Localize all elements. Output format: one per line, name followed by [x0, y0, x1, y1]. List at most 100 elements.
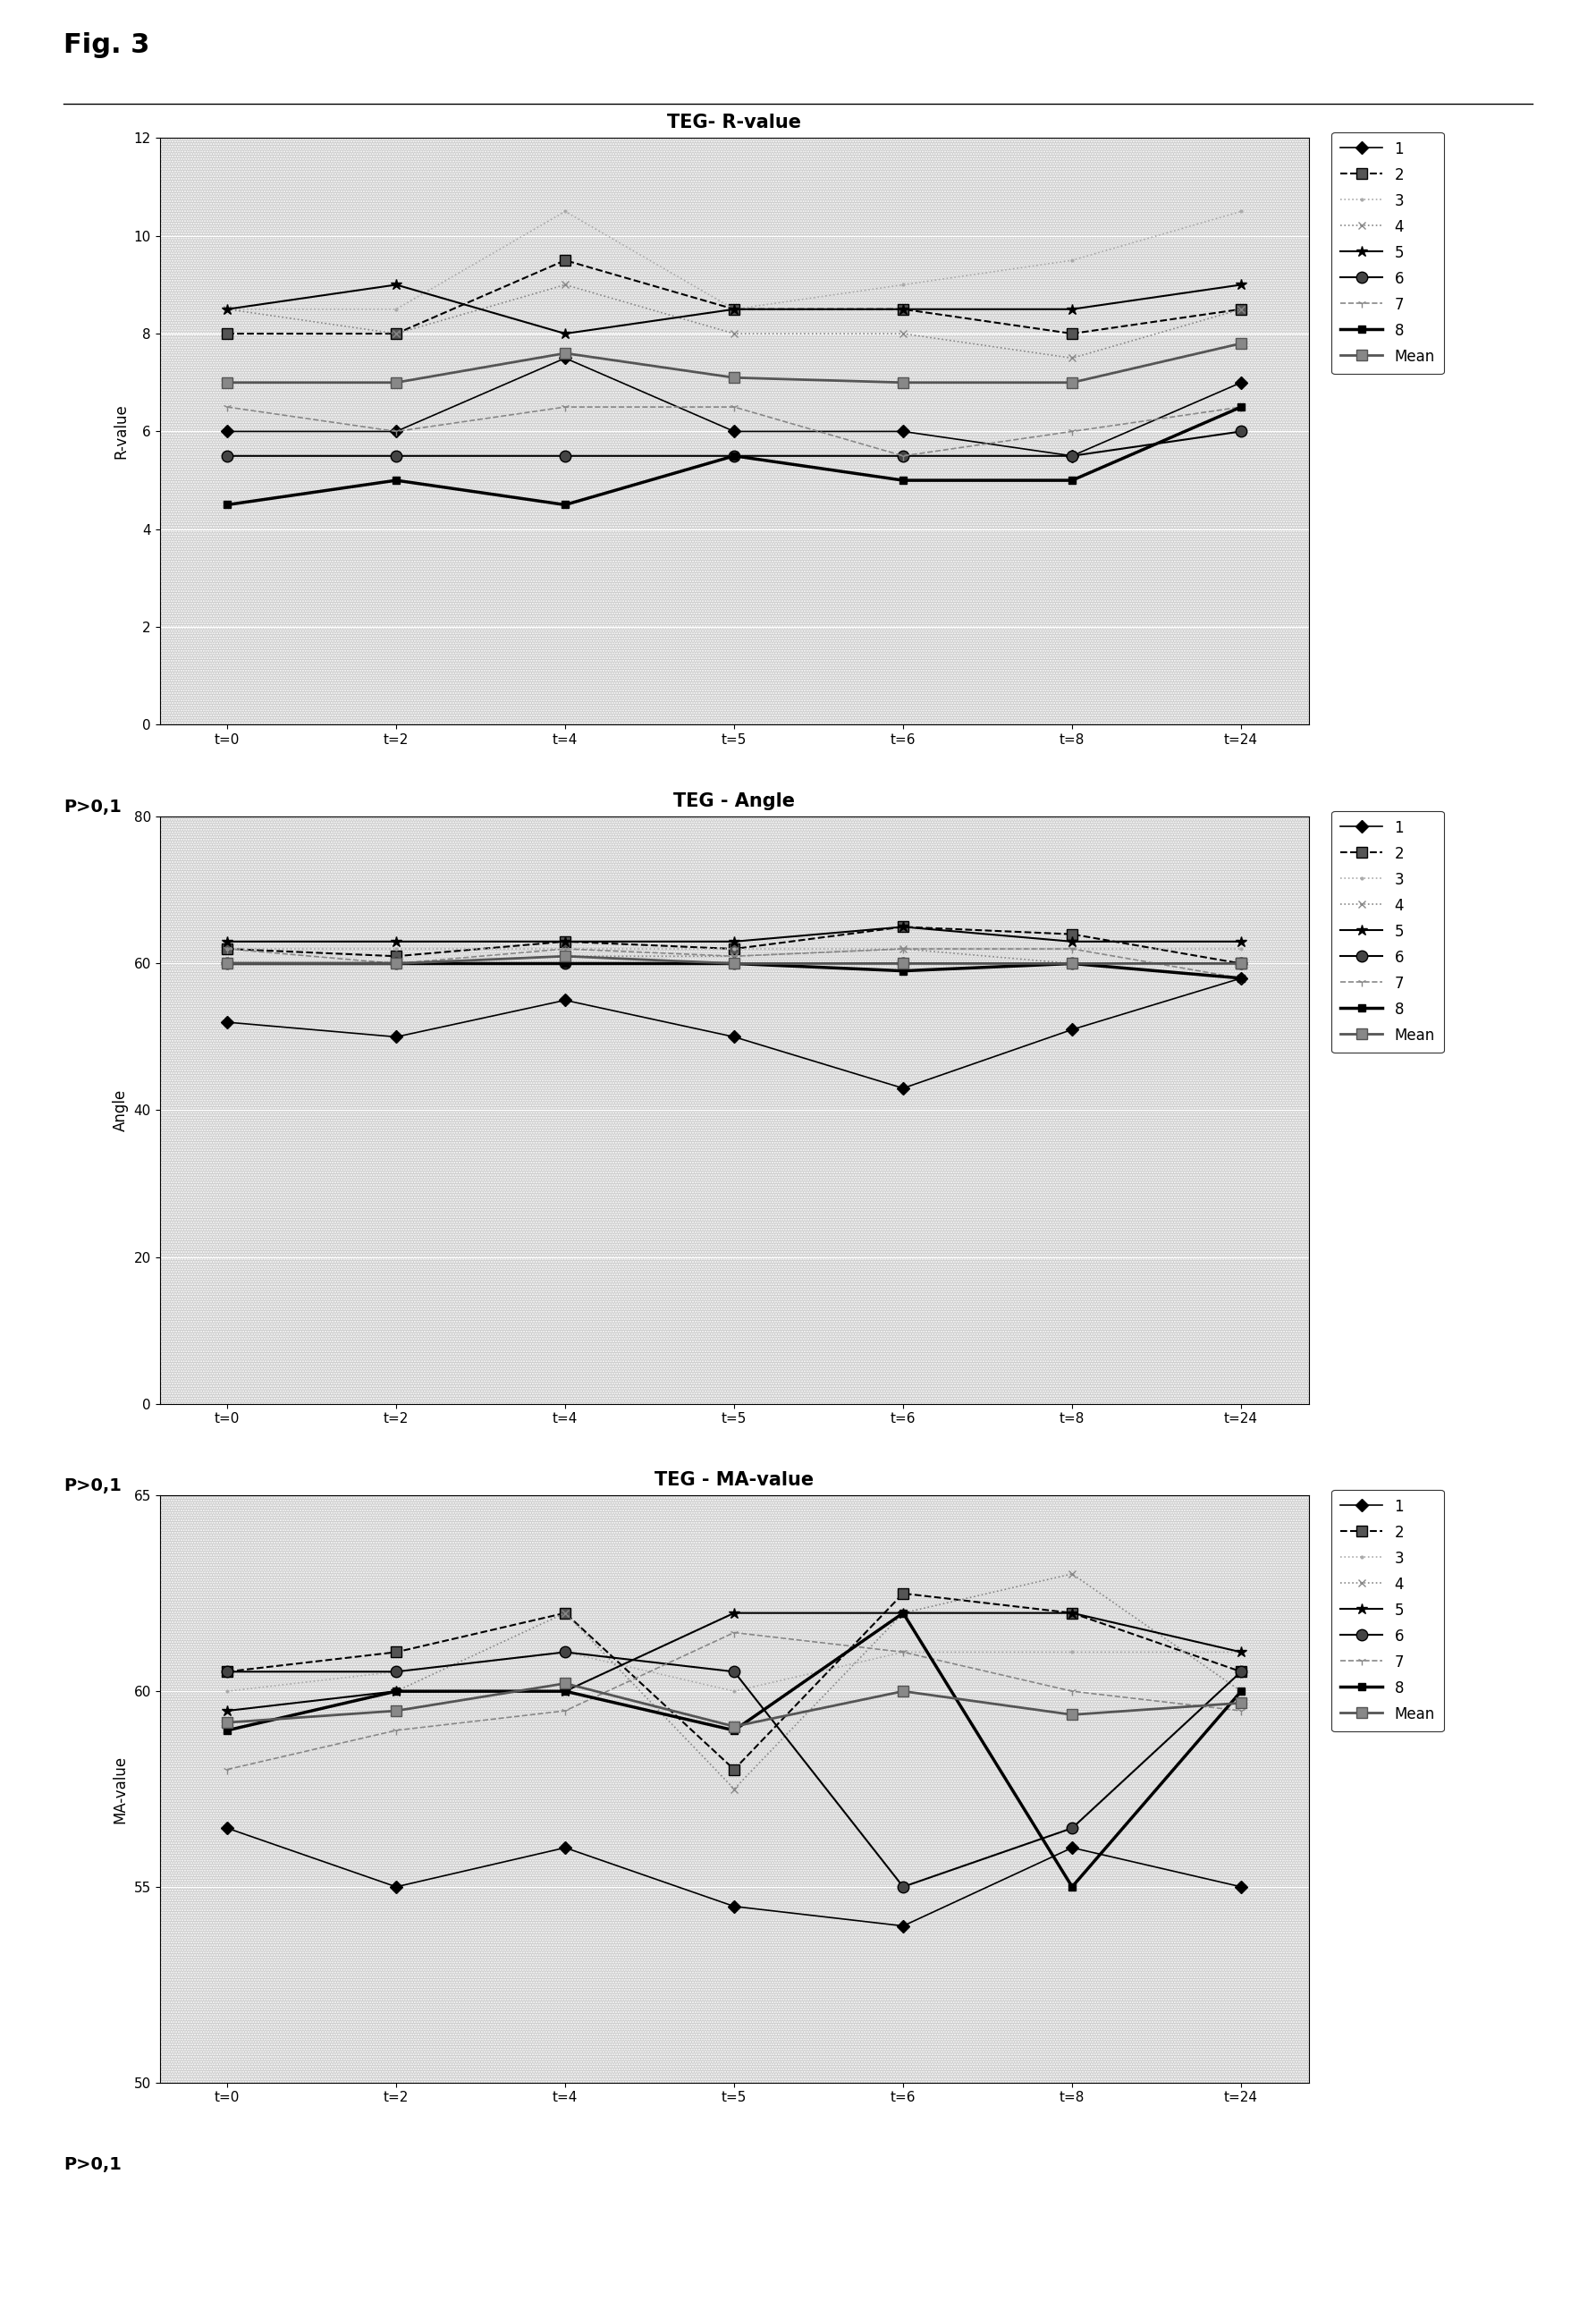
- Line: 4: 4: [223, 1569, 1245, 1792]
- 4: [1063, 1560, 1082, 1588]
- 7: [894, 1638, 913, 1666]
- 4: [894, 934, 913, 962]
- Line: Mean: Mean: [222, 1677, 1246, 1730]
- 7: [1063, 1677, 1082, 1705]
- Text: Fig. 3: Fig. 3: [64, 32, 150, 58]
- Mean: [217, 1710, 236, 1737]
- 3: [386, 934, 405, 962]
- 1: [386, 419, 405, 446]
- 7: [555, 1698, 575, 1726]
- Line: 7: 7: [223, 943, 1245, 983]
- 5: [894, 295, 913, 322]
- 8: [555, 950, 575, 978]
- 6: [1232, 419, 1251, 446]
- Line: 6: 6: [222, 957, 1246, 969]
- 5: [725, 927, 744, 955]
- 6: [386, 950, 405, 978]
- 5: [725, 295, 744, 322]
- 2: [386, 320, 405, 347]
- 1: [217, 419, 236, 446]
- 6: [894, 1873, 913, 1901]
- 1: [725, 1024, 744, 1052]
- 3: [555, 198, 575, 225]
- 2: [894, 913, 913, 941]
- 7: [894, 442, 913, 469]
- 1: [217, 1008, 236, 1035]
- 1: [1063, 1015, 1082, 1042]
- 2: [894, 1581, 913, 1608]
- 5: [386, 1677, 405, 1705]
- 7: [725, 943, 744, 971]
- 4: [725, 943, 744, 971]
- Line: 4: 4: [223, 281, 1245, 361]
- Mean: [386, 368, 405, 396]
- Line: 1: 1: [223, 354, 1245, 460]
- 5: [1063, 927, 1082, 955]
- Text: P>0,1: P>0,1: [64, 1477, 121, 1496]
- Mean: [1063, 950, 1082, 978]
- 2: [386, 1638, 405, 1666]
- 7: [1063, 419, 1082, 446]
- Mean: [725, 950, 744, 978]
- 1: [555, 1834, 575, 1862]
- 3: [894, 272, 913, 299]
- 4: [894, 320, 913, 347]
- 7: [725, 1620, 744, 1648]
- 4: [894, 1599, 913, 1627]
- Mean: [725, 364, 744, 391]
- Legend: 1, 2, 3, 4, 5, 6, 7, 8, Mean: 1, 2, 3, 4, 5, 6, 7, 8, Mean: [1331, 810, 1444, 1052]
- 6: [725, 442, 744, 469]
- Mean: [555, 943, 575, 971]
- 5: [555, 1677, 575, 1705]
- Line: 8: 8: [223, 403, 1245, 509]
- 7: [1063, 934, 1082, 962]
- 1: [1063, 442, 1082, 469]
- 8: [555, 1677, 575, 1705]
- 5: [1232, 1638, 1251, 1666]
- 3: [1063, 246, 1082, 274]
- 6: [894, 950, 913, 978]
- Mean: [386, 950, 405, 978]
- Mean: [386, 1698, 405, 1726]
- Line: 1: 1: [223, 973, 1245, 1093]
- Mean: [725, 1712, 744, 1740]
- 3: [555, 934, 575, 962]
- 4: [725, 1776, 744, 1804]
- Line: 3: 3: [225, 1650, 1243, 1694]
- 1: [894, 1912, 913, 1940]
- 5: [217, 927, 236, 955]
- 4: [555, 272, 575, 299]
- 5: [555, 320, 575, 347]
- Line: Mean: Mean: [222, 338, 1246, 387]
- 3: [217, 934, 236, 962]
- Y-axis label: R-value: R-value: [113, 405, 129, 458]
- 6: [725, 950, 744, 978]
- 5: [894, 1599, 913, 1627]
- Mean: [217, 368, 236, 396]
- 5: [725, 1599, 744, 1627]
- Line: Mean: Mean: [222, 950, 1246, 969]
- 8: [725, 950, 744, 978]
- 2: [1232, 1659, 1251, 1687]
- 5: [555, 927, 575, 955]
- Line: 6: 6: [222, 426, 1246, 463]
- 4: [217, 1717, 236, 1744]
- 8: [725, 1717, 744, 1744]
- Line: 2: 2: [222, 923, 1246, 969]
- 8: [217, 950, 236, 978]
- 8: [894, 1599, 913, 1627]
- Line: 3: 3: [225, 946, 1243, 950]
- 1: [1232, 368, 1251, 396]
- 1: [1063, 1834, 1082, 1862]
- 1: [1232, 964, 1251, 992]
- 7: [725, 393, 744, 421]
- 3: [1063, 1638, 1082, 1666]
- 8: [1232, 393, 1251, 421]
- 7: [217, 934, 236, 962]
- Line: 5: 5: [222, 278, 1246, 338]
- 1: [894, 419, 913, 446]
- Line: 2: 2: [222, 1588, 1246, 1774]
- Mean: [894, 368, 913, 396]
- Mean: [894, 1677, 913, 1705]
- 2: [386, 943, 405, 971]
